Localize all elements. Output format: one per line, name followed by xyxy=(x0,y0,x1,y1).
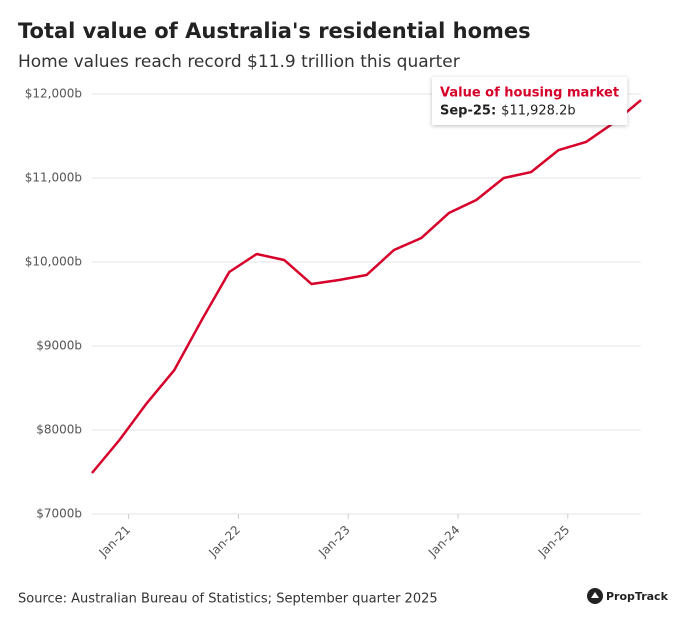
tooltip: Value of housing market Sep-25: $11,928.… xyxy=(432,77,628,125)
x-tick-label: Jan-25 xyxy=(535,523,573,561)
chart-subtitle: Home values reach record $11.9 trillion … xyxy=(18,52,460,72)
tooltip-value: $11,928.2b xyxy=(501,104,575,119)
line xyxy=(91,99,642,474)
tooltip-series: Value of housing market xyxy=(440,86,619,101)
x-tick-label: Jan-22 xyxy=(205,523,243,561)
tooltip-date: Sep-25: xyxy=(440,104,496,119)
brand-name: PropTrack xyxy=(606,590,669,603)
y-tick-label: $10,000b xyxy=(25,255,82,269)
chart-title: Total value of Australia's residential h… xyxy=(18,19,531,43)
y-tick-label: $9000b xyxy=(36,339,82,353)
brand-icon xyxy=(591,592,599,598)
y-tick-label: $11,000b xyxy=(25,171,82,185)
x-tick-label: Jan-23 xyxy=(315,523,353,561)
y-tick-label: $8000b xyxy=(36,423,82,437)
x-tick-label: Jan-21 xyxy=(96,523,134,561)
y-tick-label: $12,000b xyxy=(25,87,82,101)
source-note: Source: Australian Bureau of Statistics;… xyxy=(18,592,438,607)
tooltip-box xyxy=(432,77,628,125)
x-tick-label: Jan-24 xyxy=(425,523,463,561)
y-tick-label: $7000b xyxy=(36,507,82,521)
